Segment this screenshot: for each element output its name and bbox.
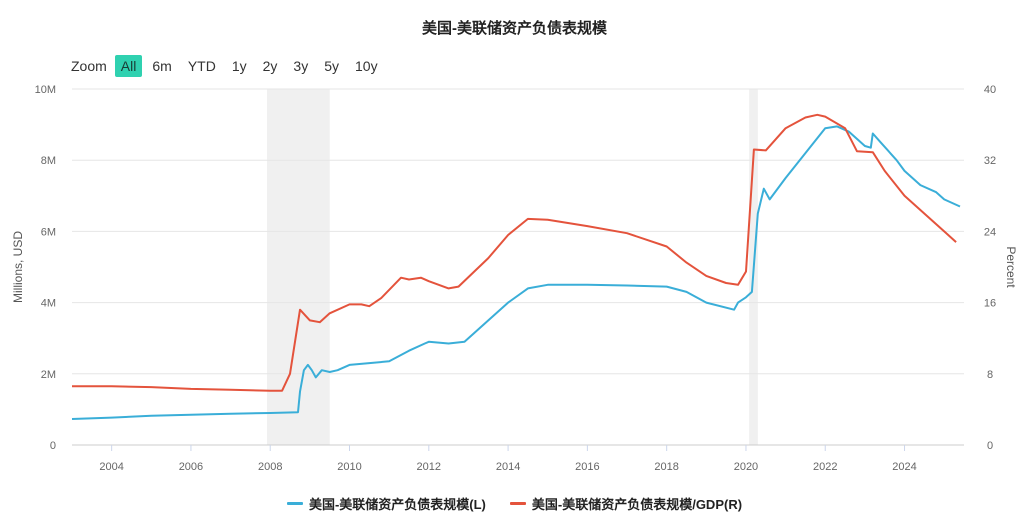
y-right-tick-label: 40	[984, 84, 996, 96]
x-tick-label: 2008	[258, 461, 282, 473]
x-tick-label: 2004	[99, 461, 123, 473]
gridlines	[72, 88, 964, 446]
chart-title: 美国-美联储资产负债表规模	[422, 20, 607, 37]
y-left-tick-label: 4M	[41, 298, 56, 310]
x-tick-label: 2010	[337, 461, 361, 473]
zoom-button-2y[interactable]: 2y	[262, 58, 278, 74]
legend: 美国-美联储资产负债表规模(L) 美国-美联储资产负债表规模/GDP(R)	[0, 494, 1029, 513]
zoom-button-ytd[interactable]: YTD	[187, 58, 216, 74]
x-tick-label: 2022	[813, 461, 837, 473]
legend-item-balance-sheet-gdp[interactable]: 美国-美联储资产负债表规模/GDP(R)	[509, 494, 743, 513]
zoom-button-3y[interactable]: 3y	[293, 58, 309, 74]
x-tick-label: 2018	[654, 461, 678, 473]
x-tick-label: 2024	[892, 461, 916, 473]
y-left-tick-label: 8M	[41, 155, 56, 167]
zoom-button-1y[interactable]: 1y	[231, 58, 247, 74]
y-right-tick-label: 8	[987, 369, 993, 381]
y-right-tick-label: 0	[987, 440, 993, 452]
zoom-label: Zoom	[71, 58, 107, 74]
y-right-tick-label: 24	[984, 226, 996, 238]
legend-label-balance-sheet-gdp: 美国-美联储资产负债表规模/GDP(R)	[531, 497, 743, 512]
shaded-period-0	[267, 89, 330, 445]
shaded-periods	[267, 89, 758, 445]
y-left-tick-label: 10M	[35, 84, 56, 96]
zoom-button-6m[interactable]: 6m	[152, 58, 172, 74]
zoom-button-10y[interactable]: 10y	[355, 58, 378, 74]
x-tick-label: 2012	[417, 461, 441, 473]
series-lines	[71, 113, 961, 420]
legend-swatch-balance-sheet-gdp	[509, 502, 526, 505]
x-tick-label: 2006	[179, 461, 203, 473]
y-left-tick-label: 0	[50, 440, 56, 452]
x-tick-label: 2020	[734, 461, 758, 473]
y-right-tick-label: 32	[984, 155, 996, 167]
x-tick-label: 2014	[496, 461, 520, 473]
y-left-tick-label: 6M	[41, 226, 56, 238]
y-left-tick-label: 2M	[41, 369, 56, 381]
zoom-button-all[interactable]: All	[114, 55, 143, 77]
legend-item-balance-sheet[interactable]: 美国-美联储资产负债表规模(L)	[286, 494, 486, 513]
x-tick-label: 2016	[575, 461, 599, 473]
zoom-button-5y[interactable]: 5y	[324, 58, 339, 74]
y-left-axis-title: Millions, USD	[11, 231, 25, 303]
y-right-axis-title: Percent	[1004, 246, 1018, 288]
series-line-1[interactable]	[72, 113, 957, 392]
zoom-bar: Zoom All 6m YTD 1y 2y 3y 5y 10y	[71, 55, 388, 77]
y-right-tick-label: 16	[984, 298, 996, 310]
legend-label-balance-sheet: 美国-美联储资产负债表规模(L)	[308, 497, 486, 512]
axes: 0 0 2M 8 4M 16 6M 24 8M 32 10M 40 2004 2006 2008 2010 20…	[11, 84, 1018, 473]
legend-swatch-balance-sheet	[286, 502, 303, 505]
series-line-0[interactable]	[71, 125, 961, 420]
